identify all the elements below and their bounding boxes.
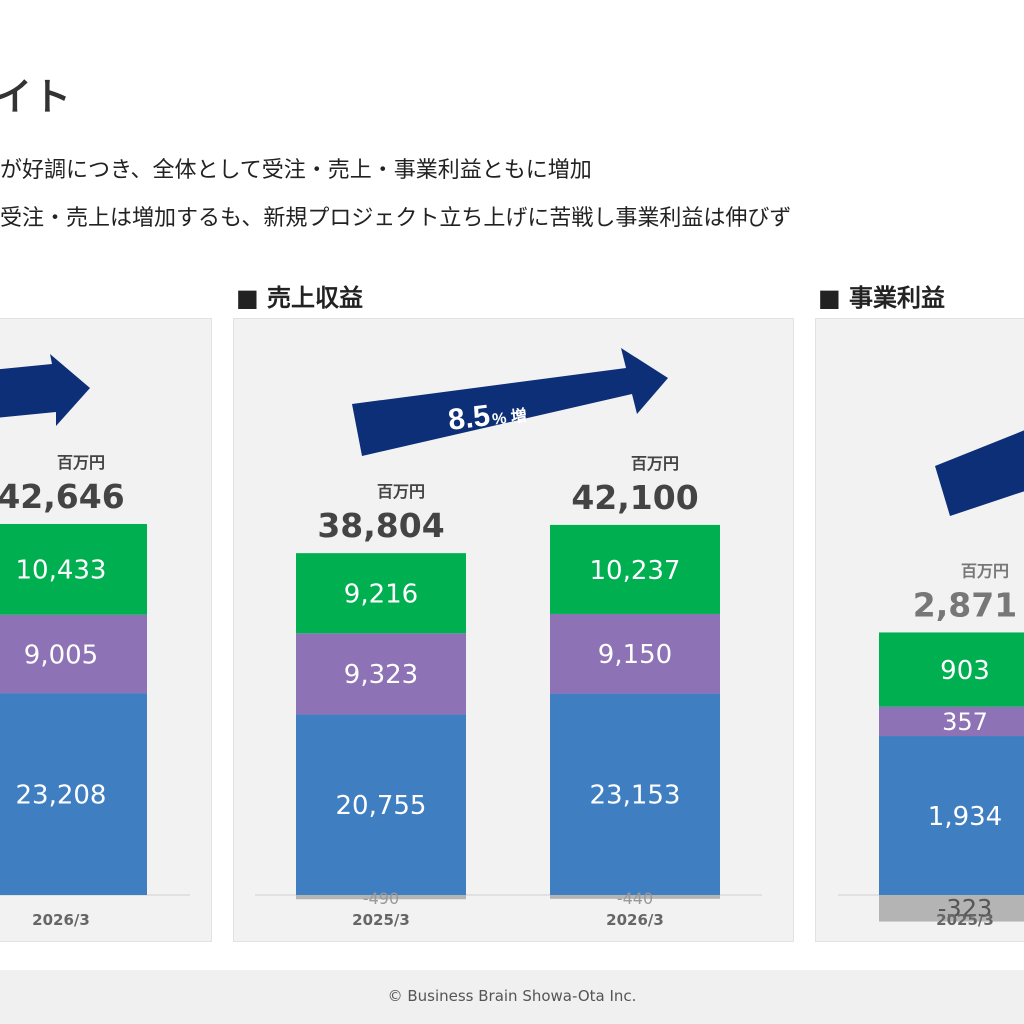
bar-value-label: 23,153 — [590, 781, 681, 811]
x-tick-label-profit: 2025/3 — [936, 911, 994, 929]
page-title: イト — [0, 75, 73, 119]
bar-value-label: 9,150 — [598, 640, 672, 670]
bar-segment-green — [0, 523, 147, 615]
bar-segment-negative — [879, 895, 1024, 922]
bar-segment-purple — [550, 613, 720, 694]
unit-label: 百万円 — [57, 453, 105, 472]
bar-total-label: 42,646 — [0, 477, 125, 516]
bar-segment-green — [550, 524, 720, 614]
negative-value-label: -440 — [617, 889, 653, 908]
bar-segment-blue — [296, 714, 466, 895]
copyright-text: © Business Brain Showa-Ota Inc. — [387, 987, 637, 1005]
bar-value-label: 357 — [942, 708, 988, 736]
bar-segment-blue — [879, 736, 1024, 895]
x-tick-label-revenue: 2025/3 — [352, 911, 410, 929]
x-tick-label-revenue: 2026/3 — [606, 911, 664, 929]
bar-segment-blue — [0, 693, 147, 895]
bar-segment-negative — [296, 895, 466, 900]
growth-arrow-profit — [935, 430, 1024, 516]
bar-segment-purple — [0, 614, 147, 694]
bar-value-label: 903 — [940, 656, 990, 686]
negative-value-label: -323 — [938, 894, 992, 922]
bar-segment-negative — [550, 895, 720, 899]
unit-label: 百万円 — [961, 561, 1009, 580]
footer: © Business Brain Showa-Ota Inc. — [0, 970, 1024, 1024]
bar-segment-blue — [550, 693, 720, 895]
section-title-revenue: ■ 売上収益 — [236, 284, 364, 312]
growth-arrow-revenue — [352, 348, 668, 456]
bar-segment-green — [879, 632, 1024, 707]
bar-segment-purple — [296, 633, 466, 715]
negative-value-label: -490 — [363, 889, 399, 908]
bar-value-label: 23,208 — [16, 780, 107, 810]
summary-bullet-1: が好調につき、全体として受注・売上・事業利益ともに増加 — [0, 158, 592, 183]
bar-total-label: 2,871 — [913, 585, 1017, 624]
growth-arrow-orders — [0, 354, 90, 426]
bar-value-label: 10,237 — [590, 556, 681, 586]
bar-value-label: 9,323 — [344, 660, 418, 690]
bar-total-label: 42,100 — [571, 478, 698, 517]
unit-label: 百万円 — [631, 454, 679, 473]
bar-total-label: 38,804 — [317, 506, 444, 545]
growth-label-revenue: 8.5% 増 — [446, 395, 528, 437]
bar-segment-purple — [879, 706, 1024, 737]
bar-segment-green — [296, 553, 466, 634]
summary-bullet-2: 受注・売上は増加するも、新規プロジェクト立ち上げに苦戦し事業利益は伸びず — [0, 206, 792, 231]
bar-value-label: 1,934 — [928, 802, 1002, 832]
x-tick-label-orders: 2026/3 — [32, 911, 90, 929]
unit-label: 百万円 — [377, 482, 425, 501]
bar-value-label: 10,433 — [16, 556, 107, 586]
bar-value-label: 9,216 — [344, 580, 418, 610]
section-title-profit: ■ 事業利益 — [818, 284, 946, 312]
bar-value-label: 20,755 — [336, 791, 427, 821]
bar-value-label: 9,005 — [24, 640, 98, 670]
